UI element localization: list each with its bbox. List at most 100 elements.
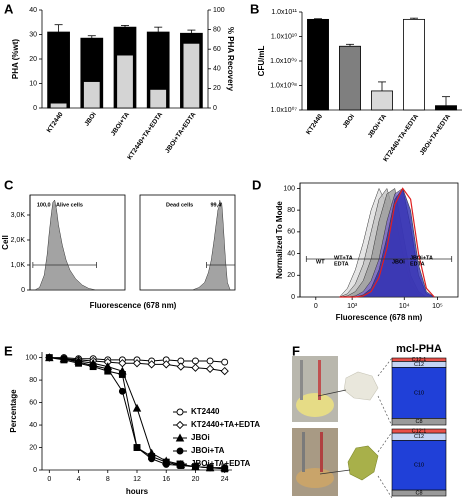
connector [377,395,393,427]
y-tick-label: 1.0x10⁰⁷ [271,106,298,114]
gate-label: 99,4 [211,202,223,208]
x-tick-label: 20 [192,476,200,483]
marker [132,359,142,368]
legend-label: JBOi [191,433,210,442]
segment-label: C10 [414,390,424,396]
panel-label: A [4,1,14,16]
x-tick-label: 10⁵ [432,303,443,310]
bar [182,42,201,109]
arrow [317,389,347,397]
annotation: JBOi [392,259,405,265]
marker [176,362,185,371]
legend-label: JBOi+TA+EDTA [191,459,250,468]
chart-title: mcl-PHA [396,343,442,355]
bar [307,18,329,111]
plot-frame [139,194,236,291]
y-tick-label: 20 [29,56,37,63]
probe [300,360,303,400]
annotation: WT+TA [334,255,353,261]
probe [318,360,321,400]
y-tick-label: 2,0K [11,237,26,244]
y-tick-label: 40 [287,250,295,257]
bar [435,105,457,111]
y-tick-label: 0 [291,294,295,301]
gate-label: 100,0 [37,202,51,208]
histogram [192,199,231,291]
marker [133,444,141,451]
bar-segment [391,357,447,362]
marker [206,464,214,472]
legend-marker [176,447,184,455]
y2-axis-label: % PHA Recovery [226,27,235,92]
marker [75,359,82,367]
y-tick-label: 0 [33,105,37,112]
bar-segment [391,428,447,434]
bar [116,54,134,109]
x-tick-label: 8 [106,476,110,483]
bar [339,45,361,111]
panel-label: D [252,177,261,192]
y-tick-label: 60 [29,399,37,406]
y-tick-label: 0 [213,105,217,112]
panel-label: C [4,177,14,192]
legend-label: KT2440 [191,407,220,416]
x-tick-label: 12 [133,476,141,483]
x-tick-label: 10³ [347,303,358,310]
segment-label: C8 [415,419,422,425]
segment-label: C8 [415,490,422,496]
x-axis-label: Fluorescence (678 nm) [90,301,177,310]
annotation: EDTA [410,261,425,267]
marker [89,363,97,371]
panel-label: F [292,343,300,358]
legend-marker [175,433,185,442]
segment-label: C12 [414,434,424,440]
y-tick-label: 80 [287,207,295,214]
connector [377,475,393,499]
marker [132,403,142,412]
legend-marker [175,420,185,430]
y-tick-label: 3,0K [11,212,26,219]
y-tick-label: 0 [33,467,37,474]
x-tick-label: 0 [314,303,318,310]
bar [49,102,68,109]
y-tick-label: 100 [283,185,295,192]
y-tick-label: 60 [213,46,221,53]
y-axis-label: Normalized To Mode [275,201,284,279]
marker [147,360,156,369]
marker [162,360,171,369]
segment-label: C10 [414,463,424,469]
probe [320,432,323,472]
marker [205,364,215,373]
y-tick-label: 40 [29,422,37,429]
bar [149,88,167,109]
bar [403,18,425,111]
y-tick-label: 1.0x10¹¹ [271,9,297,16]
plot-title: Alive cells [56,202,83,208]
segment-label: C12 [414,362,424,368]
marker [118,371,126,378]
marker [60,356,68,364]
annotation: JBOi+TA [410,255,433,261]
y-axis-label: PHA (%wt) [11,39,20,79]
polymer-flake [347,445,379,481]
marker [118,387,126,395]
annotation: WT [316,259,325,265]
bar [83,81,101,109]
marker [162,458,170,466]
y-tick-label: 20 [213,85,221,92]
y-tick-label: 30 [29,31,37,38]
y-tick-label: 80 [29,377,37,384]
y-tick-label: 0 [21,287,25,294]
y-tick-label: 1,0K [11,262,26,269]
marker [104,367,112,375]
marker [220,366,229,376]
x-axis-label: hours [126,487,149,496]
marker [191,363,200,372]
y-tick-label: 40 [29,7,37,14]
legend-label: JBOi+TA [191,446,225,455]
y-tick-label: 20 [29,444,37,451]
marker [192,357,199,365]
y-axis-label: Percentage [9,389,18,433]
y-axis-label: Cell [1,235,10,250]
